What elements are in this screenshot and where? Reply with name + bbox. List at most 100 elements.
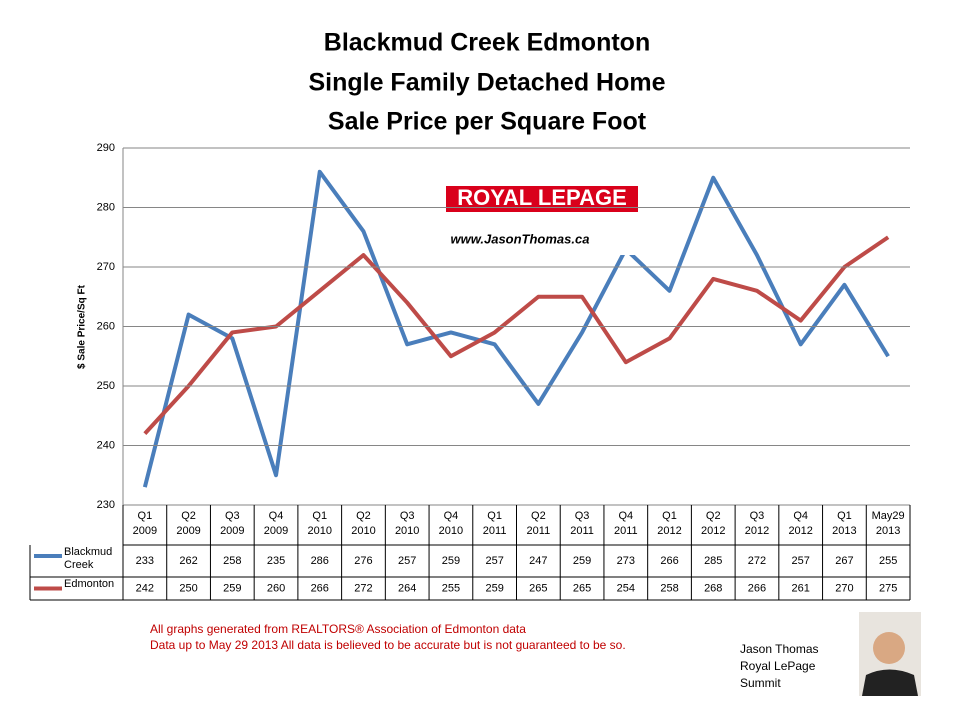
x-tick-label: May29 [872, 510, 905, 522]
x-tick-label: Q1 [662, 510, 677, 522]
table-cell: 272 [748, 555, 766, 567]
legend-label-box: Edmonton [64, 578, 115, 590]
chart-title: Sale Price per Square Foot [328, 108, 647, 136]
x-tick-label: Q4 [618, 510, 633, 522]
y-tick-label: 250 [97, 380, 115, 392]
x-tick-label: 2011 [483, 525, 507, 537]
table-cell: 266 [660, 555, 678, 567]
logo-url: www.JasonThomas.ca [451, 231, 590, 246]
table-cell: 265 [573, 582, 591, 594]
x-tick-label: Q3 [575, 510, 590, 522]
legend-label-box: Blackmud Creek [64, 546, 113, 571]
x-tick-label: 2010 [351, 525, 375, 537]
table-cell: 250 [179, 582, 197, 594]
table-cell: 235 [267, 555, 285, 567]
chart-title: Single Family Detached Home [308, 69, 665, 97]
table-cell: 265 [529, 582, 547, 594]
x-tick-label: Q4 [444, 510, 459, 522]
table-cell: 255 [442, 582, 460, 594]
table-cell: 270 [835, 582, 853, 594]
y-tick-label: 260 [97, 320, 115, 332]
table-cell: 254 [617, 582, 635, 594]
logo-brand: ROYAL LEPAGE [457, 185, 627, 210]
x-tick-label: 2010 [308, 525, 332, 537]
x-tick-label: Q3 [225, 510, 240, 522]
y-tick-label: 270 [97, 261, 115, 273]
table-cell: 257 [485, 555, 503, 567]
plot [142, 169, 890, 488]
series-line [142, 169, 890, 488]
footnote: Data up to May 29 2013 All data is belie… [150, 638, 626, 652]
table-cell: 247 [529, 555, 547, 567]
x-tick-label: Q2 [531, 510, 546, 522]
x-tick-label: 2012 [745, 525, 769, 537]
table-cell: 275 [879, 582, 897, 594]
x-tick-label: Q1 [837, 510, 852, 522]
x-tick-label: 2009 [264, 525, 288, 537]
x-tick-label: Q4 [793, 510, 808, 522]
x-tick-label: 2009 [176, 525, 200, 537]
x-tick-label: 2012 [788, 525, 812, 537]
photo [859, 612, 921, 696]
x-tick-label: 2010 [395, 525, 419, 537]
y-axis-label: $ Sale Price/Sq Ft [77, 284, 88, 369]
table-cell: 257 [398, 555, 416, 567]
y-tick-label: 290 [97, 142, 115, 154]
photo-face [873, 632, 905, 664]
table-cell: 262 [179, 555, 197, 567]
legend-label: Edmonton [64, 578, 115, 590]
photo-suit [862, 669, 918, 696]
table-cell: 233 [136, 555, 154, 567]
table-cell: 259 [223, 582, 241, 594]
x-tick-label: 2013 [876, 525, 900, 537]
x-tick-label: 2010 [439, 525, 463, 537]
x-tick-label: Q3 [750, 510, 765, 522]
author: Summit [740, 676, 781, 690]
table-cell: 276 [354, 555, 372, 567]
table-cell: 267 [835, 555, 853, 567]
table-cell: 273 [617, 555, 635, 567]
x-tick-label: 2011 [527, 525, 551, 537]
chart-title: Blackmud Creek Edmonton [324, 29, 650, 57]
table-cell: 266 [311, 582, 329, 594]
table-cell: 264 [398, 582, 416, 594]
x-tick-label: Q4 [269, 510, 284, 522]
table-cell: 286 [311, 555, 329, 567]
x-tick-label: 2009 [220, 525, 244, 537]
x-tick-label: Q2 [181, 510, 196, 522]
table-cell: 272 [354, 582, 372, 594]
table-cell: 255 [879, 555, 897, 567]
table-cell: 242 [136, 582, 154, 594]
x-tick-label: Q1 [138, 510, 153, 522]
x-tick-label: 2012 [701, 525, 725, 537]
y-tick-label: 280 [97, 201, 115, 213]
legend-label: Blackmud Creek [64, 546, 113, 571]
x-tick-label: 2012 [657, 525, 681, 537]
x-tick-label: 2011 [570, 525, 594, 537]
x-tick-label: 2011 [614, 525, 638, 537]
author: Jason Thomas [740, 642, 819, 656]
table-cell: 268 [704, 582, 722, 594]
table-cell: 261 [792, 582, 810, 594]
table-cell: 260 [267, 582, 285, 594]
x-tick-label: Q3 [400, 510, 415, 522]
x-tick-label: Q2 [356, 510, 371, 522]
author: Royal LePage [740, 659, 816, 673]
table-cell: 258 [223, 555, 241, 567]
table-cell: 259 [573, 555, 591, 567]
x-tick-label: Q1 [487, 510, 502, 522]
table-cell: 285 [704, 555, 722, 567]
table-cell: 266 [748, 582, 766, 594]
x-tick-label: 2013 [832, 525, 856, 537]
table-cell: 259 [485, 582, 503, 594]
x-tick-label: Q2 [706, 510, 721, 522]
table-cell: 257 [792, 555, 810, 567]
table-cell: 259 [442, 555, 460, 567]
series-line [143, 235, 890, 435]
footnote: All graphs generated from REALTORS® Asso… [150, 622, 526, 636]
y-tick-label: 230 [97, 499, 115, 511]
y-tick-label: 240 [97, 439, 115, 451]
x-tick-label: Q1 [312, 510, 327, 522]
x-tick-label: 2009 [133, 525, 157, 537]
